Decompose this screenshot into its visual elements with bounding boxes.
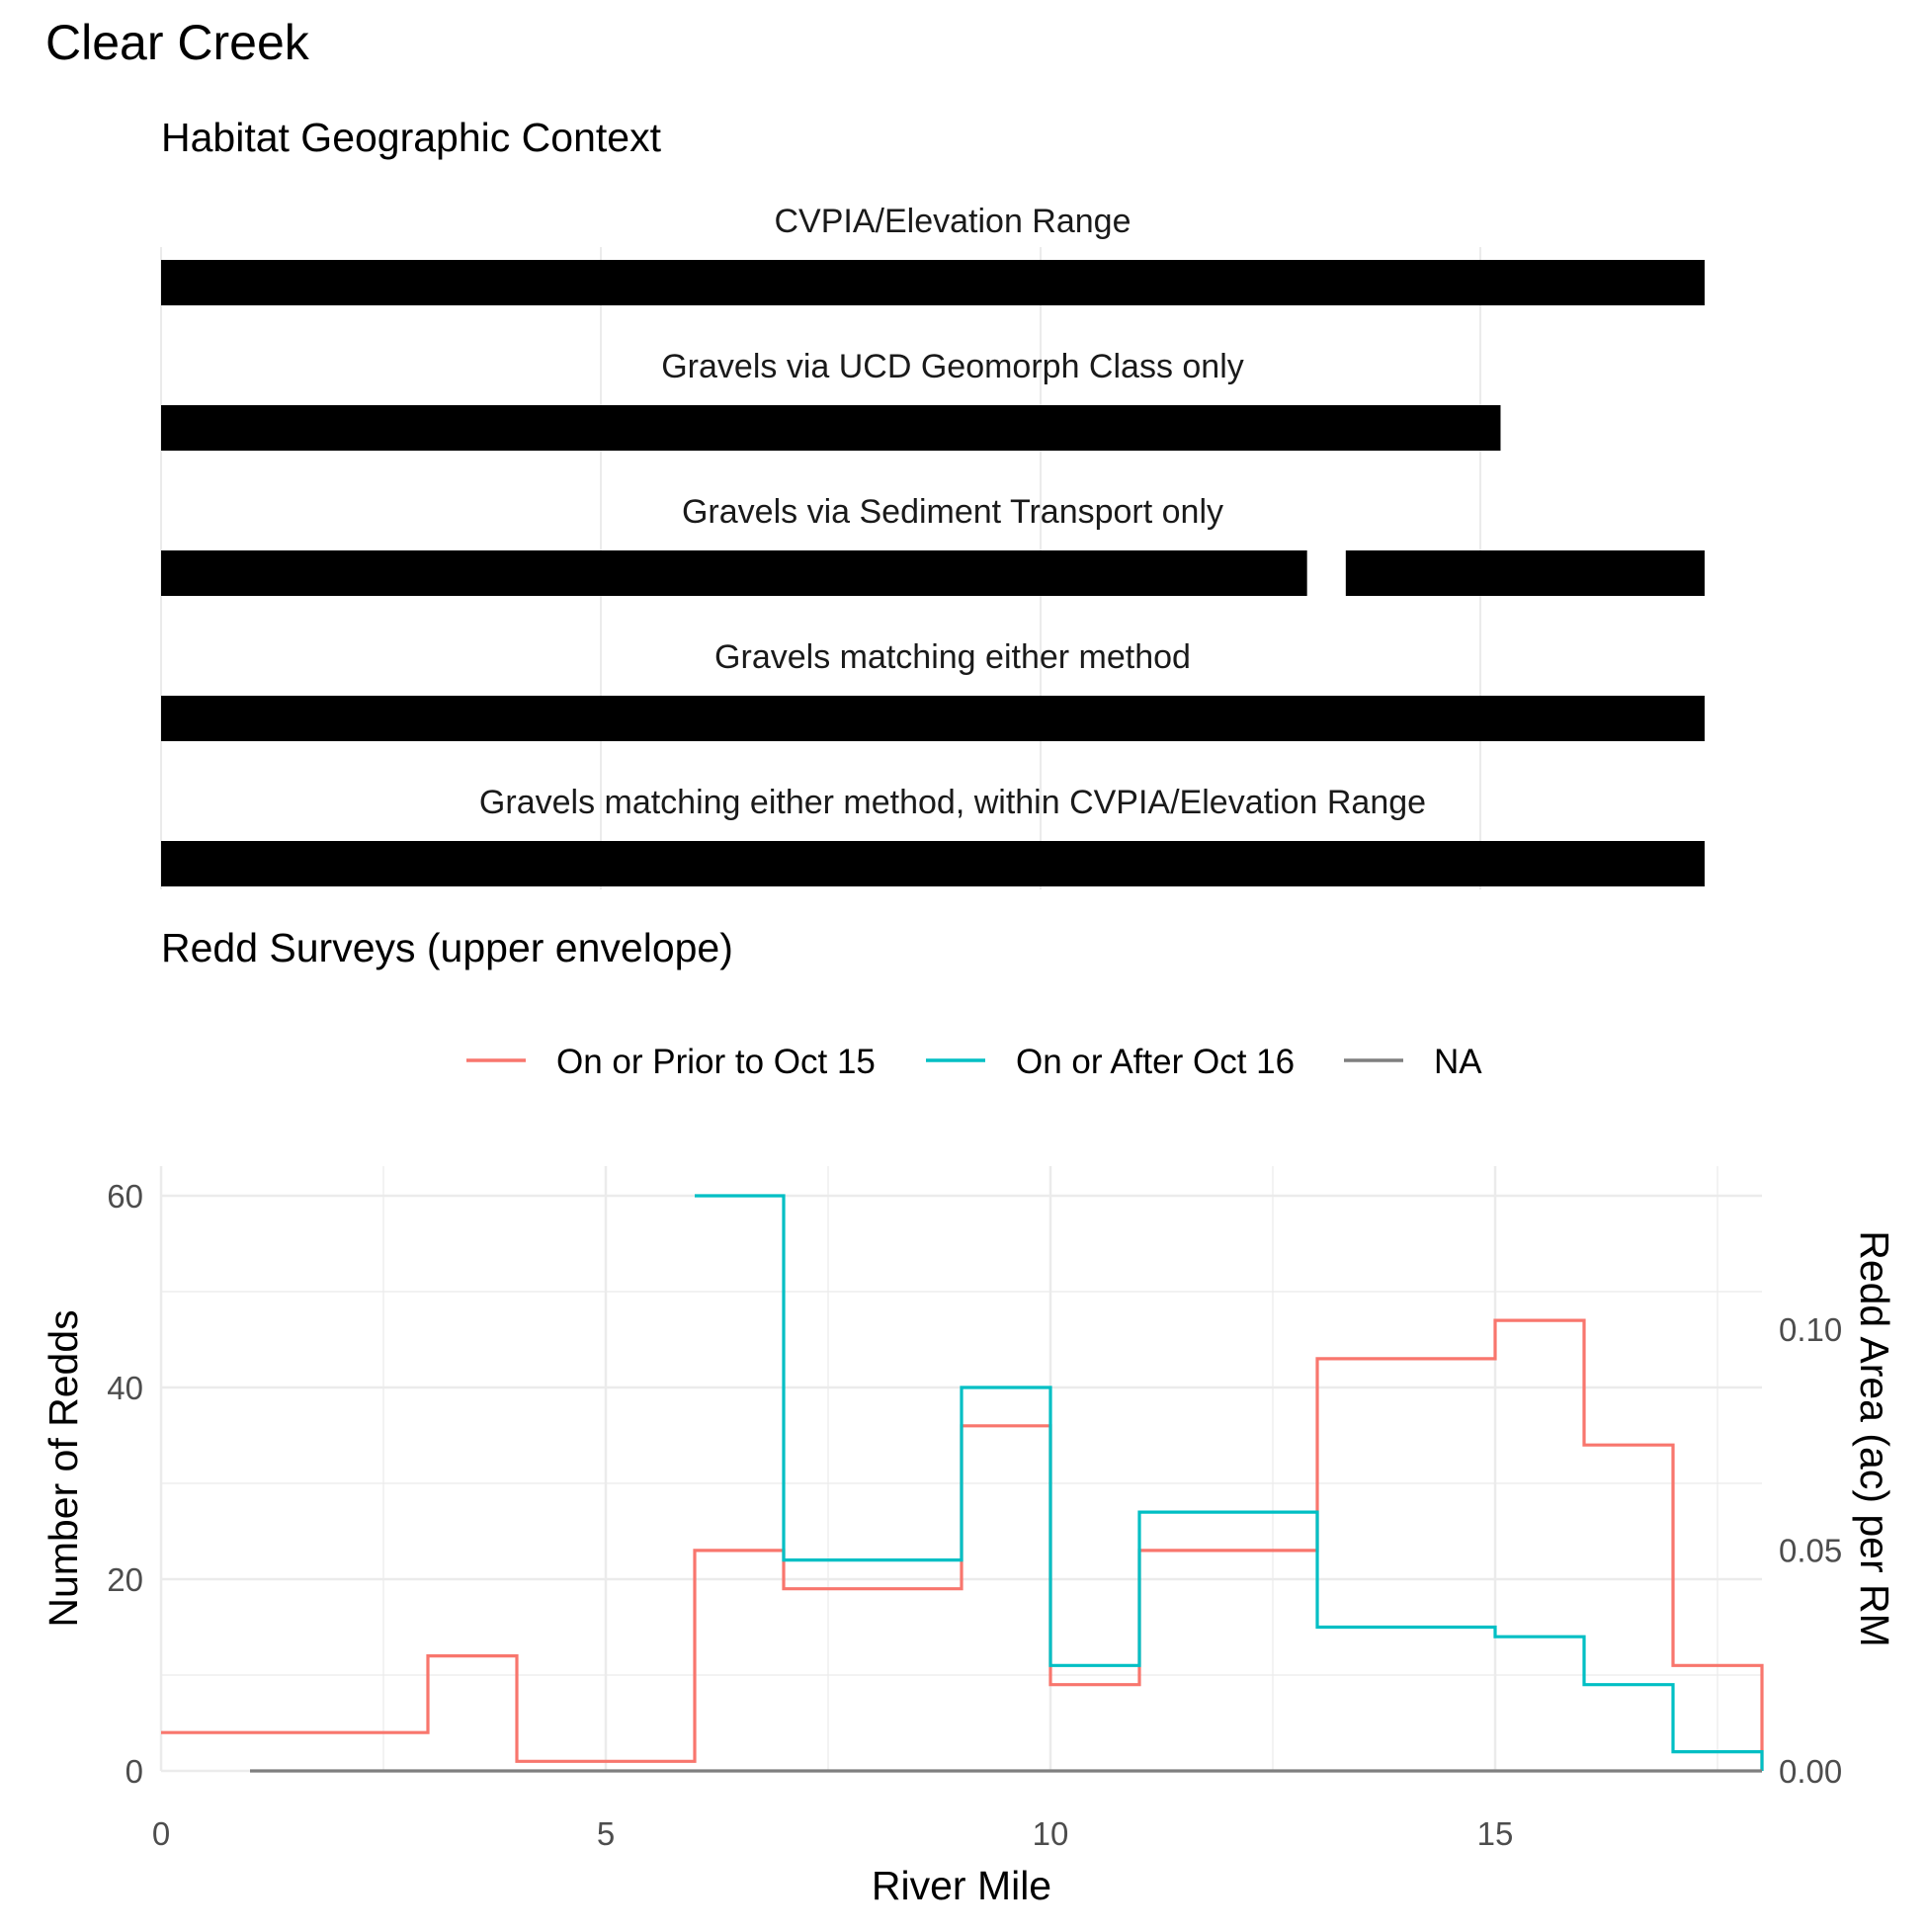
y-tick-label: 0 bbox=[126, 1753, 143, 1790]
figure-title: Clear Creek bbox=[45, 15, 310, 70]
y2-tick-label: 0.00 bbox=[1779, 1753, 1842, 1790]
x-axis-title: River Mile bbox=[872, 1863, 1051, 1908]
habitat-segment-2-1 bbox=[1345, 550, 1705, 596]
x-tick-label: 15 bbox=[1477, 1815, 1514, 1852]
habitat-track-label: Gravels matching either method bbox=[714, 638, 1191, 676]
redd-panel: 0 5 10 15 0 20 40 60 0.00 0.05 0.10 River Mile Numbe… bbox=[41, 1166, 1897, 1908]
habitat-segment-3-0 bbox=[161, 696, 1705, 741]
habitat-segment-0-0 bbox=[161, 260, 1705, 305]
habitat-track-label: Gravels matching either method, within C… bbox=[479, 784, 1426, 821]
legend: On or Prior to Oct 15 On or After Oct 16 N… bbox=[466, 1043, 1482, 1081]
habitat-segment-2-0 bbox=[161, 550, 1307, 596]
legend-label-0: On or Prior to Oct 15 bbox=[556, 1043, 876, 1081]
habitat-segment-1-0 bbox=[161, 405, 1501, 451]
habitat-track-label: CVPIA/Elevation Range bbox=[775, 203, 1131, 240]
habitat-panel: CVPIA/Elevation Range Gravels via UCD Geo… bbox=[160, 203, 1705, 889]
x-tick-label: 0 bbox=[152, 1815, 170, 1852]
habitat-panel-title: Habitat Geographic Context bbox=[161, 115, 662, 160]
habitat-track-label: Gravels via UCD Geomorph Class only bbox=[661, 348, 1244, 385]
y-axis-title: Number of Redds bbox=[41, 1309, 86, 1627]
y2-tick-label: 0.05 bbox=[1779, 1532, 1842, 1568]
x-tick-label: 10 bbox=[1033, 1815, 1069, 1852]
y-tick-label: 20 bbox=[107, 1561, 143, 1598]
series-line-1 bbox=[695, 1194, 1764, 1771]
x-tick-label: 5 bbox=[597, 1815, 615, 1852]
y2-tick-label: 0.10 bbox=[1779, 1311, 1842, 1348]
y2-axis-title: Redd Area (ac) per RM bbox=[1852, 1230, 1897, 1647]
y-tick-label: 60 bbox=[107, 1178, 143, 1215]
legend-label-2: NA bbox=[1434, 1043, 1482, 1081]
habitat-track-label: Gravels via Sediment Transport only bbox=[682, 493, 1223, 531]
y-tick-label: 40 bbox=[107, 1370, 143, 1406]
habitat-segment-4-0 bbox=[161, 841, 1705, 886]
redd-panel-title: Redd Surveys (upper envelope) bbox=[161, 925, 733, 970]
legend-label-1: On or After Oct 16 bbox=[1016, 1043, 1295, 1081]
